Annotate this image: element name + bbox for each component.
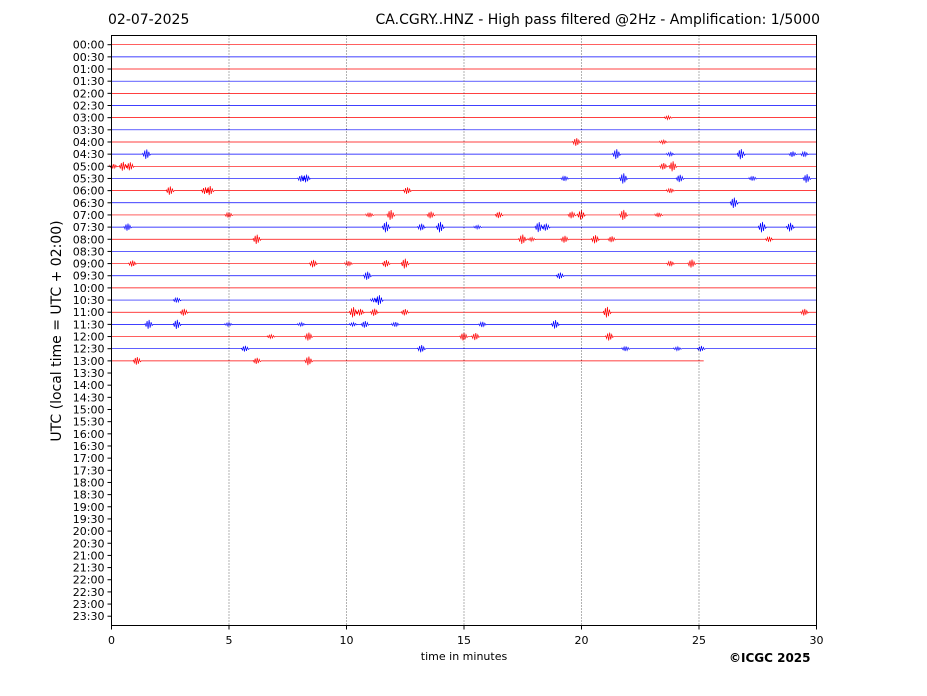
trace-line-0530: [111, 173, 817, 184]
plot-frame: [111, 35, 817, 626]
y-tick-label: 10:30: [73, 294, 105, 307]
trace-line-0700: [111, 209, 817, 221]
trace-line-0730: [111, 221, 817, 233]
trace-line-1230: [111, 345, 817, 353]
y-tick-label: 12:30: [73, 343, 105, 356]
y-tick-label: 03:30: [73, 124, 105, 137]
y-axis-label: UTC (local time = UTC + 02:00): [49, 220, 65, 442]
y-tick-label: 15:30: [73, 416, 105, 429]
y-tick-label: 11:30: [73, 318, 105, 331]
y-tick-label: 12:00: [73, 331, 105, 344]
copyright-credit: ©ICGC 2025: [729, 651, 811, 665]
y-tick-label: 08:30: [73, 245, 105, 258]
y-tick-label: 10:00: [73, 282, 105, 295]
y-tick-label: 04:00: [73, 136, 105, 149]
chart-title: CA.CGRY..HNZ - High pass filtered @2Hz -…: [375, 12, 820, 28]
y-tick-label: 22:00: [73, 574, 105, 587]
y-tick-label: 14:00: [73, 379, 105, 392]
y-tick-label: 19:30: [73, 513, 105, 526]
y-tick-label: 01:30: [73, 75, 105, 88]
y-tick-label: 04:30: [73, 148, 105, 161]
trace-line-0300: [111, 114, 817, 121]
trace-line-0800: [111, 234, 817, 245]
trace-line-1300: [111, 356, 704, 366]
y-tick-label: 02:30: [73, 100, 105, 113]
y-tick-label: 23:00: [73, 598, 105, 611]
x-tick-label: 30: [810, 634, 824, 647]
x-tick-label: 0: [108, 634, 115, 647]
trace-line-0630: [111, 197, 817, 209]
y-tick-label: 15:00: [73, 404, 105, 417]
y-tick-label: 17:30: [73, 464, 105, 477]
y-tick-label: 03:00: [73, 112, 105, 125]
y-tick-label: 05:00: [73, 160, 105, 173]
x-axis-label: time in minutes: [420, 650, 508, 663]
y-tick-label: 08:00: [73, 233, 105, 246]
trace-line-1200: [111, 332, 817, 341]
y-tick-label: 23:30: [73, 610, 105, 623]
y-tick-label: 20:00: [73, 525, 105, 538]
trace-line-1130: [111, 319, 817, 330]
trace-line-1030: [111, 295, 817, 306]
y-tick-label: 07:00: [73, 209, 105, 222]
trace-line-0500: [109, 161, 817, 172]
y-tick-label: 18:30: [73, 489, 105, 502]
y-tick-label: 02:00: [73, 87, 105, 100]
y-tick-label: 20:30: [73, 537, 105, 550]
y-tick-label: 17:00: [73, 452, 105, 465]
y-tick-label: 16:00: [73, 428, 105, 441]
x-tick-label: 10: [340, 634, 354, 647]
y-tick-label: 11:00: [73, 306, 105, 319]
y-tick-label: 09:30: [73, 270, 105, 283]
y-tick-label: 19:00: [73, 501, 105, 514]
y-tick-label: 05:30: [73, 172, 105, 185]
y-axis-ticks: 00:0000:3001:0001:3002:0002:3003:0003:30…: [73, 39, 112, 623]
y-tick-label: 14:30: [73, 391, 105, 404]
trace-line-1100: [111, 306, 817, 318]
trace-line-0400: [111, 138, 817, 146]
y-tick-label: 18:00: [73, 476, 105, 489]
trace-line-0430: [111, 149, 817, 160]
y-tick-label: 07:30: [73, 221, 105, 234]
x-tick-label: 15: [457, 634, 471, 647]
vertical-gridlines: [228, 35, 700, 626]
x-tick-label: 25: [692, 634, 706, 647]
y-tick-label: 21:00: [73, 549, 105, 562]
y-tick-label: 06:00: [73, 185, 105, 198]
trace-line-0900: [111, 258, 817, 269]
y-tick-label: 16:30: [73, 440, 105, 453]
y-tick-label: 00:30: [73, 51, 105, 64]
y-tick-label: 00:00: [73, 39, 105, 52]
y-tick-label: 13:00: [73, 355, 105, 368]
y-tick-label: 09:00: [73, 258, 105, 271]
chart-date: 02-07-2025: [108, 12, 190, 28]
y-tick-label: 01:00: [73, 63, 105, 76]
seismic-traces: [109, 44, 817, 366]
x-axis-ticks: 0 5 10 15 20 25 30: [108, 625, 824, 647]
y-tick-label: 13:30: [73, 367, 105, 380]
x-tick-label: 5: [226, 634, 233, 647]
y-tick-label: 22:30: [73, 586, 105, 599]
x-tick-label: 20: [575, 634, 589, 647]
y-tick-label: 06:30: [73, 197, 105, 210]
y-tick-label: 21:30: [73, 562, 105, 575]
trace-line-0600: [111, 186, 817, 196]
